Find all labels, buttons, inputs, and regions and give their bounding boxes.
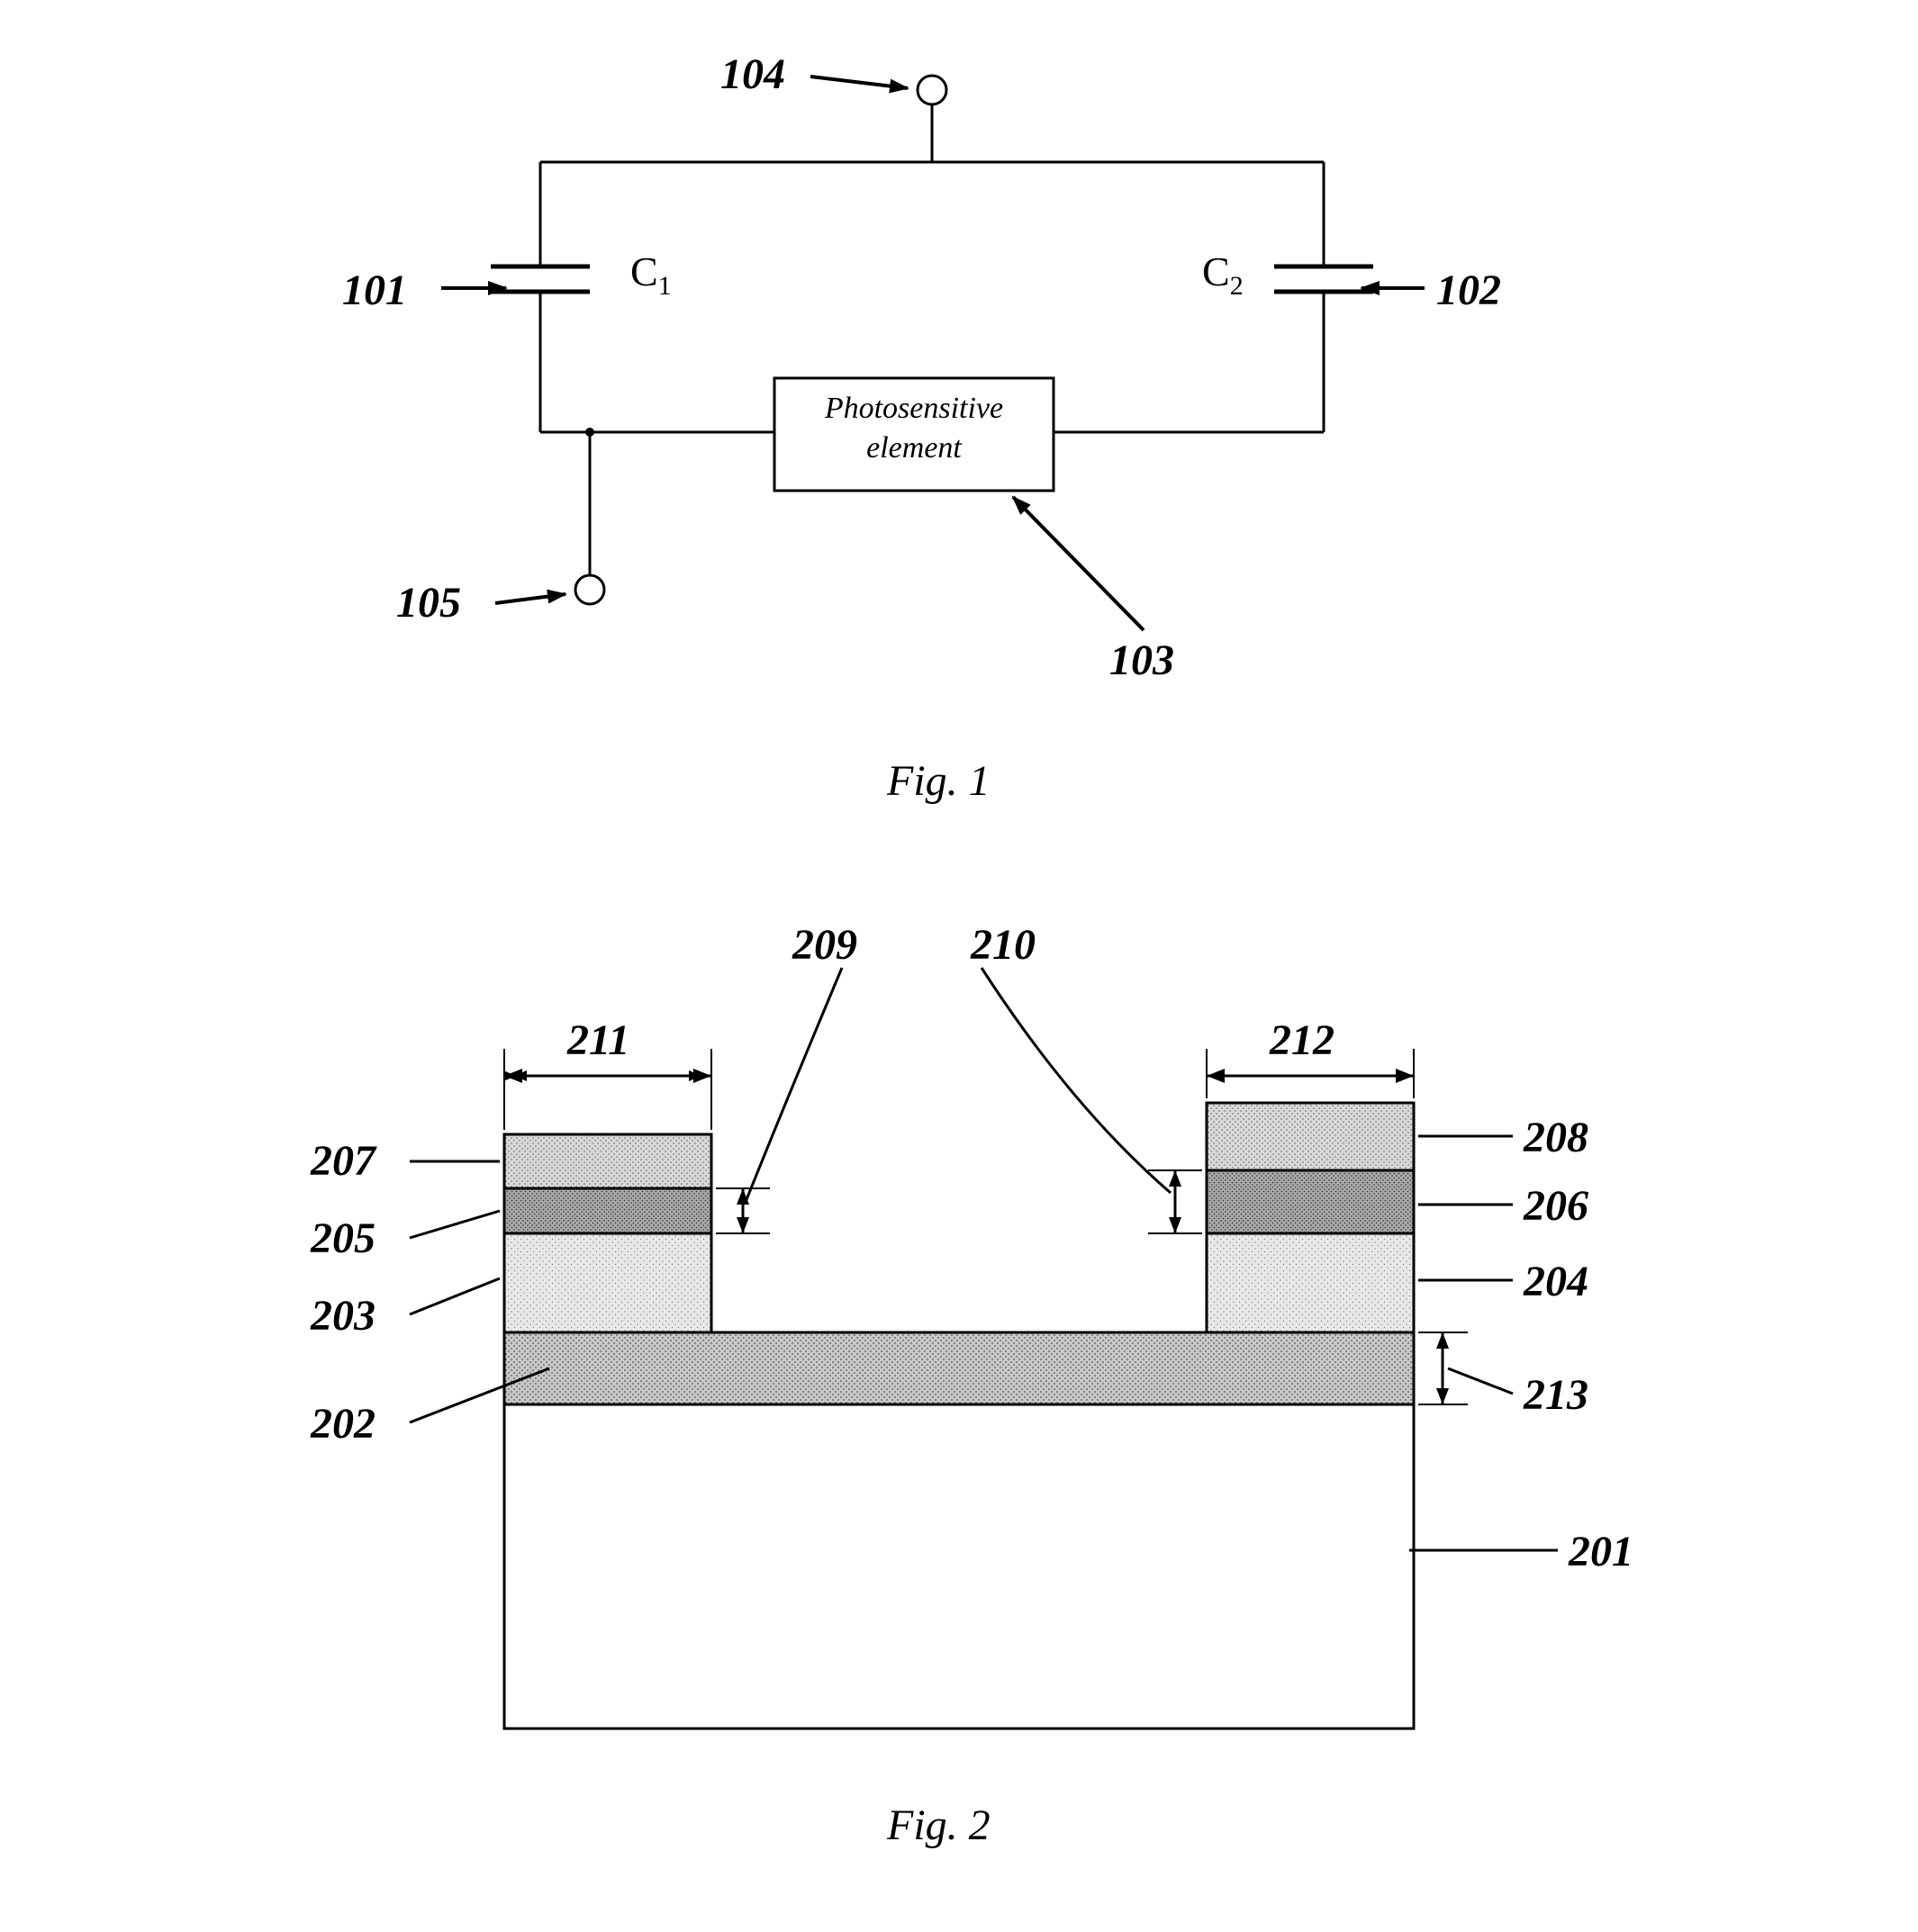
fig2-svg [0,0,1918,1932]
label-205: 205 [311,1214,375,1263]
label-211: 211 [567,1016,629,1065]
leader-205 [410,1211,500,1238]
layer-202 [504,1332,1414,1404]
layer-205 [504,1188,711,1233]
label-212: 212 [1270,1016,1334,1065]
label-207: 207 [311,1136,375,1186]
layer-206 [1207,1170,1414,1233]
label-203: 203 [311,1291,375,1341]
layer-208 [1207,1103,1414,1170]
layer-203 [504,1233,711,1332]
label-202: 202 [311,1399,375,1449]
label-201: 201 [1569,1527,1633,1576]
label-210: 210 [971,920,1036,970]
label-209: 209 [792,920,857,970]
label-208: 208 [1524,1113,1588,1162]
label-206: 206 [1524,1181,1588,1231]
dim-209 [716,1188,770,1233]
label-213: 213 [1524,1370,1588,1420]
leader-209 [746,968,842,1202]
fig2-caption: Fig. 2 [887,1801,991,1850]
layer-204 [1207,1233,1414,1332]
label-204: 204 [1524,1257,1588,1306]
layer-207 [504,1134,711,1188]
leader-213 [1448,1368,1513,1394]
leader-210 [982,968,1171,1193]
leader-203 [410,1278,500,1314]
dim-213 [1418,1332,1468,1404]
